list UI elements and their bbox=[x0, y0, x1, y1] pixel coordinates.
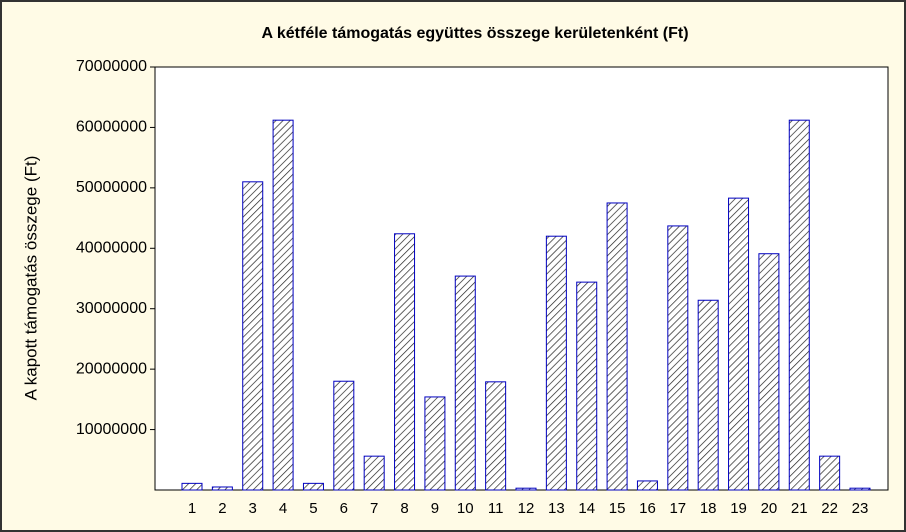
bar bbox=[758, 253, 780, 491]
bar bbox=[272, 119, 294, 491]
bar bbox=[515, 487, 537, 491]
x-tick-label: 1 bbox=[188, 500, 196, 517]
x-tick-label: 15 bbox=[609, 500, 626, 517]
y-tick-label: 10000000 bbox=[76, 421, 147, 438]
y-tick-label: 20000000 bbox=[76, 360, 147, 377]
chart-title: A kétféle támogatás együttes összege ker… bbox=[261, 25, 688, 42]
x-tick-label: 9 bbox=[431, 500, 439, 517]
bar bbox=[242, 181, 264, 491]
x-tick-label: 3 bbox=[249, 500, 257, 517]
bar bbox=[363, 455, 385, 491]
y-tick-label: 30000000 bbox=[76, 300, 147, 317]
bar bbox=[728, 197, 750, 491]
x-tick-label: 11 bbox=[488, 500, 504, 517]
bar bbox=[849, 487, 871, 491]
x-tick-label: 17 bbox=[669, 500, 686, 517]
y-tick-label: 40000000 bbox=[76, 240, 147, 257]
bar bbox=[819, 455, 841, 491]
x-tick-label: 23 bbox=[852, 500, 869, 517]
x-tick-label: 12 bbox=[518, 500, 535, 517]
bar bbox=[394, 233, 416, 491]
bar bbox=[697, 299, 719, 491]
y-axis-label: A kapott támogatás összege (Ft) bbox=[21, 156, 40, 401]
x-tick-label: 4 bbox=[279, 500, 287, 517]
x-tick-label: 13 bbox=[548, 500, 565, 517]
bar bbox=[788, 119, 810, 491]
x-tick-label: 22 bbox=[821, 500, 838, 517]
bar bbox=[636, 480, 658, 491]
x-tick-label: 10 bbox=[457, 500, 474, 517]
bar bbox=[606, 202, 628, 491]
bar bbox=[576, 281, 598, 491]
y-tick-label: 70000000 bbox=[76, 58, 147, 75]
x-tick-label: 14 bbox=[578, 500, 595, 517]
x-tick-label: 2 bbox=[218, 500, 226, 517]
bar bbox=[667, 225, 689, 491]
bar bbox=[424, 396, 446, 491]
x-tick-label: 20 bbox=[761, 500, 778, 517]
x-tick-label: 7 bbox=[370, 500, 378, 517]
x-tick-label: 5 bbox=[309, 500, 317, 517]
x-tick-label: 8 bbox=[400, 500, 408, 517]
bar bbox=[485, 381, 507, 491]
bar bbox=[302, 482, 324, 491]
bar bbox=[181, 482, 203, 491]
bar bbox=[545, 235, 567, 491]
x-tick-label: 21 bbox=[791, 500, 808, 517]
bar bbox=[333, 380, 355, 491]
y-tick-label: 60000000 bbox=[76, 119, 147, 136]
x-tick-label: 6 bbox=[340, 500, 348, 517]
bar bbox=[454, 275, 476, 491]
x-tick-label: 19 bbox=[730, 500, 747, 517]
x-tick-label: 18 bbox=[700, 500, 717, 517]
y-tick-label: 50000000 bbox=[76, 179, 147, 196]
bar bbox=[211, 486, 233, 491]
x-tick-label: 16 bbox=[639, 500, 656, 517]
